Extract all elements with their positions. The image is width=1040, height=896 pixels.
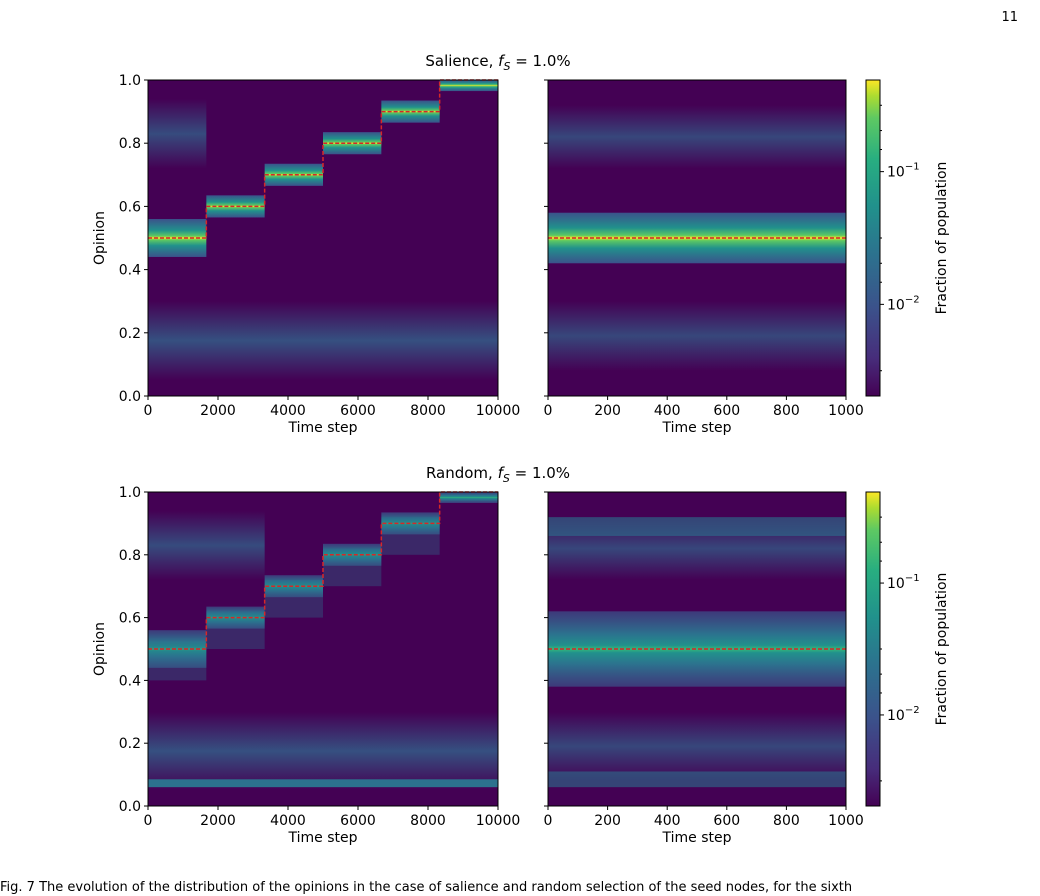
x-tick-label: 0: [144, 403, 153, 419]
axes-frame: [547, 79, 847, 397]
colorbar: 10−1 10−2 Fraction of population: [865, 79, 950, 397]
y-tick-label: 0.0: [119, 799, 141, 815]
x-tick-label: 0: [144, 813, 153, 829]
step-band: [381, 100, 440, 123]
x-tick-label: 10000: [476, 403, 521, 419]
y-tick-label: 0.6: [119, 611, 141, 627]
step-band: [439, 492, 498, 503]
x-tick-label: 6000: [340, 813, 376, 829]
x-tick-label: 600: [713, 403, 740, 419]
x-axis-label: Time step: [288, 420, 358, 436]
opinion-band: [148, 98, 207, 169]
y-tick-label: 0.4: [119, 263, 141, 279]
y-tick-label: 0.8: [119, 136, 141, 152]
colorbar-label: Fraction of population: [934, 573, 950, 726]
step-band: [206, 195, 265, 218]
step-band: [264, 575, 323, 598]
axes-frame: [147, 79, 499, 397]
y-tick-label: 0.4: [119, 673, 141, 689]
heatmap-panel-salience-short: 0 200 400 600 800 1000 Time step: [544, 79, 864, 436]
step-band: [323, 543, 382, 566]
x-tick-label: 4000: [270, 403, 306, 419]
colorbar-tick-label: 10−1: [887, 573, 920, 592]
x-tick-label: 400: [654, 403, 681, 419]
y-tick-label: 0.2: [119, 326, 141, 342]
x-axis-label: Time step: [288, 830, 358, 846]
x-axis-label: Time step: [662, 420, 732, 436]
page-number: 11: [1001, 10, 1018, 25]
colorbar: 10−1 10−2 Fraction of population: [865, 491, 950, 807]
low-band: [148, 779, 498, 788]
heatmap-panel-salience-long: 0 2000 4000 6000 8000 10000 Time step 0.0 0.2 0.4…: [92, 73, 520, 436]
row-title: Salience, fS = 1.0%: [425, 52, 570, 73]
axes-frame: [547, 491, 847, 807]
x-tick-label: 600: [713, 813, 740, 829]
x-tick-label: 4000: [270, 813, 306, 829]
y-axis-label: Opinion: [92, 211, 108, 265]
heatmap-panel-random-short: 0 200 400 600 800 1000 Time step: [544, 491, 864, 846]
colorbar-tick-label: 10−2: [887, 294, 920, 313]
y-tick-label: 0.6: [119, 199, 141, 215]
y-tick-label: 0.2: [119, 736, 141, 752]
y-axis-label: Opinion: [92, 622, 108, 676]
colorbar-tick-label: 10−2: [887, 705, 920, 724]
x-tick-label: 10000: [476, 813, 521, 829]
step-band: [264, 163, 323, 186]
step-band: [381, 512, 440, 535]
x-tick-label: 1000: [828, 813, 864, 829]
y-tick-label: 1.0: [119, 73, 141, 89]
x-tick-label: 2000: [200, 813, 236, 829]
target-line: [148, 491, 498, 650]
x-tick-label: 200: [594, 403, 621, 419]
x-tick-label: 1000: [828, 403, 864, 419]
x-tick-label: 6000: [340, 403, 376, 419]
step-band: [323, 132, 382, 155]
bottom-band: [548, 771, 846, 788]
x-tick-label: 800: [773, 813, 800, 829]
target-line: [148, 79, 498, 239]
y-tick-label: 0.8: [119, 548, 141, 564]
x-axis-label: Time step: [662, 830, 732, 846]
x-tick-label: 200: [594, 813, 621, 829]
heatmap-panel-random-long: 0 2000 4000 6000 8000 10000 Time step 0.0 0.2 0.4…: [92, 485, 520, 846]
y-tick-label: 0.0: [119, 389, 141, 405]
opinion-band: [148, 711, 498, 791]
step-band: [206, 606, 265, 629]
opinion-band: [548, 105, 846, 169]
opinion-band: [548, 711, 846, 781]
opinion-band: [148, 510, 265, 580]
x-tick-label: 2000: [200, 403, 236, 419]
figure-caption: Fig. 7 The evolution of the distribution…: [0, 880, 853, 895]
opinion-band: [148, 301, 498, 381]
x-tick-label: 800: [773, 403, 800, 419]
axes-frame: [147, 491, 499, 807]
x-tick-label: 0: [544, 813, 553, 829]
top-band: [548, 517, 846, 536]
opinion-band: [548, 301, 846, 371]
step-band: [439, 80, 498, 92]
x-tick-label: 8000: [410, 813, 446, 829]
colorbar-gradient: [865, 79, 881, 397]
colorbar-tick-label: 10−1: [887, 162, 920, 181]
colorbar-label: Fraction of population: [934, 162, 950, 315]
x-tick-label: 400: [654, 813, 681, 829]
row-title: Random, fS = 1.0%: [426, 464, 570, 485]
x-tick-label: 8000: [410, 403, 446, 419]
colorbar-gradient: [865, 491, 881, 807]
x-tick-label: 0: [544, 403, 553, 419]
y-tick-label: 1.0: [119, 485, 141, 501]
